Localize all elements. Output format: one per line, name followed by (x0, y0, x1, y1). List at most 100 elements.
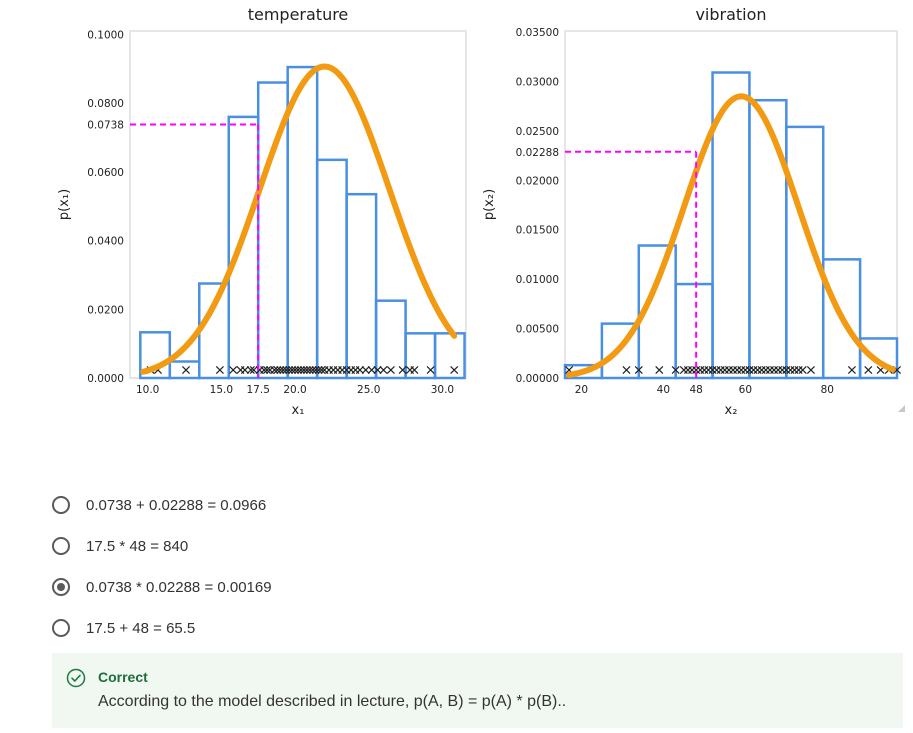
sample-marker (282, 365, 291, 375)
sample-marker (386, 365, 395, 375)
x-tick-label: 30.0 (431, 384, 454, 396)
sample-marker (700, 365, 709, 375)
x-tick-label: 17.5 (247, 384, 270, 396)
sample-marker (790, 365, 799, 375)
y-tick-label: 0.1000 (87, 29, 124, 41)
histogram-bar (345, 192, 378, 380)
x-tick-label: 20 (575, 384, 588, 396)
sample-marker (308, 365, 317, 375)
sample-marker (355, 365, 364, 375)
sample-marker (778, 365, 787, 375)
y-tick-label: 0.0800 (87, 98, 124, 110)
x-tick-label: 20.0 (283, 384, 306, 396)
sample-marker (296, 365, 305, 375)
sample-marker (720, 365, 729, 375)
sample-marker (373, 365, 382, 375)
sample-marker (683, 365, 692, 375)
y-tick-label: 0.00500 (516, 324, 559, 336)
resize-handle-icon[interactable] (898, 405, 905, 412)
sample-marker (733, 365, 742, 375)
sample-marker (671, 365, 680, 375)
sample-marker (276, 365, 285, 375)
sample-marker (774, 365, 783, 375)
gaussian-curve (140, 63, 458, 375)
sample-marker (249, 365, 258, 375)
sample-marker (786, 365, 795, 375)
x-axis-label: x₁ (292, 403, 305, 418)
x-tick-label: 25.0 (357, 384, 380, 396)
radio-button[interactable] (52, 537, 70, 555)
sample-marker (847, 365, 856, 375)
sample-marker (398, 365, 407, 375)
histogram-bar (674, 282, 714, 380)
sample-marker (761, 365, 770, 375)
sample-marker (229, 365, 238, 375)
answer-option-label: 17.5 + 48 = 65.5 (86, 620, 196, 637)
histogram-bar (286, 65, 319, 380)
answer-option-2[interactable]: 17.5 * 48 = 840 (52, 529, 652, 570)
sample-marker (753, 365, 762, 375)
sample-marker (696, 365, 705, 375)
sample-marker (379, 365, 388, 375)
sample-marker (688, 365, 697, 375)
answer-option-4[interactable]: 17.5 + 48 = 65.5 (52, 611, 652, 652)
sample-marker (426, 365, 435, 375)
y-tick-label: 0.03500 (516, 27, 559, 39)
x-tick-label: 10.0 (136, 384, 159, 396)
chart-title: temperature (248, 5, 349, 24)
figure: temperature p(x₁) x₁ 0.1000 0.0800 0.0738 0.06… (57, 5, 905, 418)
radio-button[interactable] (52, 619, 70, 637)
x-tick-label: 60 (739, 384, 752, 396)
sample-marker (317, 365, 326, 375)
x-axis-label: x₂ (725, 403, 738, 418)
x-tick-label: 48 (689, 384, 702, 396)
histogram-bar (748, 98, 788, 380)
y-tick-label: 0.0200 (87, 304, 124, 316)
x-tick-label: 15.0 (210, 384, 233, 396)
sample-marker (798, 365, 807, 375)
sample-marker (311, 365, 320, 375)
check-circle-icon (66, 668, 86, 688)
vibration-chart: vibration p(x₂) x₂ 0.03500 0.03000 0.02500 0.0… (482, 5, 902, 418)
sample-marker (299, 365, 308, 375)
y-tick-label: 0.0000 (87, 373, 124, 385)
plot-area (129, 30, 467, 379)
feedback-text: According to the model described in lect… (98, 693, 567, 710)
answer-option-3[interactable]: 0.0738 * 0.02288 = 0.00169 (52, 570, 652, 611)
sample-marker (712, 365, 721, 375)
sample-marker (737, 365, 746, 375)
temperature-chart: temperature p(x₁) x₁ 0.1000 0.0800 0.0738 0.06… (57, 5, 467, 418)
y-axis-label: p(x₁) (57, 189, 72, 220)
y-tick-label: 0.01000 (516, 274, 559, 286)
sample-marker (291, 365, 300, 375)
answer-option-label: 0.0738 + 0.02288 = 0.0966 (86, 497, 267, 514)
sample-marker (246, 365, 255, 375)
sample-marker (450, 365, 459, 375)
sample-marker (314, 365, 323, 375)
histogram-bar (168, 360, 201, 380)
sample-marker (240, 365, 249, 375)
sample-marker (181, 365, 191, 375)
sample-marker (285, 365, 294, 375)
sample-marker (273, 365, 282, 375)
sample-marker (757, 365, 766, 375)
sample-marker (634, 365, 643, 375)
sample-marker (215, 365, 224, 375)
y-tick-label: 0.01500 (516, 225, 559, 237)
sample-marker (410, 365, 419, 375)
sample-marker (794, 365, 803, 375)
y-tick-label: 0.02288 (516, 147, 559, 159)
feedback-panel: Correct According to the model described… (52, 653, 903, 728)
answer-option-1[interactable]: 0.0738 + 0.02288 = 0.0966 (52, 488, 652, 529)
sample-marker (716, 365, 725, 375)
answer-options: 0.0738 + 0.02288 = 0.0966 17.5 * 48 = 84… (52, 488, 652, 652)
sample-marker (367, 365, 376, 375)
radio-button[interactable] (52, 496, 70, 514)
sample-marker (749, 365, 758, 375)
radio-button-selected[interactable] (52, 578, 70, 596)
y-axis-label: p(x₂) (482, 189, 497, 220)
sample-marker (729, 365, 738, 375)
sample-marker (293, 365, 303, 375)
histogram-bar (404, 332, 437, 380)
answer-option-label: 0.0738 * 0.02288 = 0.00169 (86, 579, 272, 596)
